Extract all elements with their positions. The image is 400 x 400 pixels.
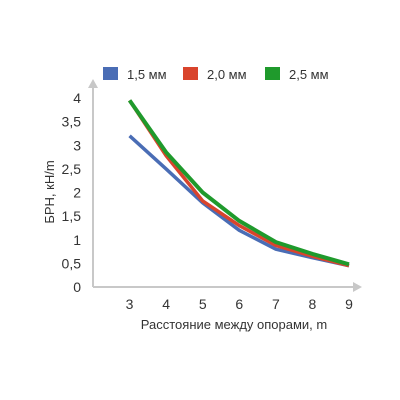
tick-labels: 0 0,5 1 1,5 2 2,5 3 3,5 4 3 4 5 6 7 8 9 (62, 90, 354, 312)
series-line (128, 99, 350, 268)
axes (88, 79, 362, 292)
x-tick-label: 9 (345, 296, 353, 312)
x-tick-label: 7 (272, 296, 280, 312)
legend: 1,5 мм 2,0 мм 2,5 мм (103, 67, 329, 82)
x-axis-label: Расстояние между опорами, m (141, 317, 327, 332)
legend-swatch (103, 67, 118, 80)
legend-label: 2,5 мм (289, 67, 329, 82)
y-tick-label: 0,5 (62, 255, 82, 271)
y-tick-label: 2 (73, 185, 81, 201)
x-tick-label: 4 (162, 296, 170, 312)
series-lines (127, 99, 350, 268)
x-tick-label: 5 (199, 296, 207, 312)
y-axis-arrow (88, 79, 98, 88)
y-tick-label: 0 (73, 279, 81, 295)
legend-label: 2,0 мм (207, 67, 247, 82)
y-axis-label: БРН, кН/m (42, 160, 57, 223)
series-line (127, 99, 350, 267)
series-line (128, 134, 350, 268)
x-tick-label: 6 (235, 296, 243, 312)
legend-swatch (183, 67, 198, 80)
y-tick-label: 3 (73, 137, 81, 153)
x-axis-arrow (353, 282, 362, 292)
x-tick-label: 8 (309, 296, 317, 312)
y-tick-label: 1,5 (62, 208, 82, 224)
y-tick-label: 1 (73, 232, 81, 248)
x-tick-label: 3 (126, 296, 134, 312)
y-tick-label: 2,5 (62, 161, 82, 177)
legend-swatch (265, 67, 280, 80)
legend-label: 1,5 мм (127, 67, 167, 82)
y-tick-label: 4 (73, 90, 81, 106)
y-tick-label: 3,5 (62, 114, 82, 130)
